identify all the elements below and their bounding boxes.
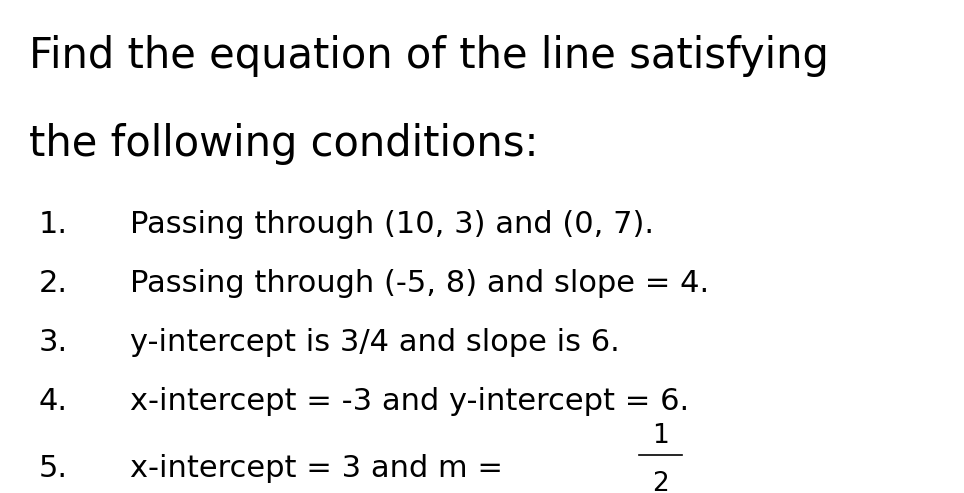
Text: Passing through (-5, 8) and slope = 4.: Passing through (-5, 8) and slope = 4. (130, 269, 710, 298)
Text: x-intercept = -3 and y-intercept = 6.: x-intercept = -3 and y-intercept = 6. (130, 387, 689, 416)
Text: 1.: 1. (39, 210, 67, 239)
Text: 1: 1 (652, 423, 669, 449)
Text: 2.: 2. (39, 269, 67, 298)
Text: 4.: 4. (39, 387, 67, 416)
Text: x-intercept = 3 and m =: x-intercept = 3 and m = (130, 454, 513, 483)
Text: y-intercept is 3/4 and slope is 6.: y-intercept is 3/4 and slope is 6. (130, 328, 620, 357)
Text: 3.: 3. (39, 328, 67, 357)
Text: 5.: 5. (39, 454, 67, 483)
Text: 2: 2 (652, 471, 669, 493)
Text: Find the equation of the line satisfying: Find the equation of the line satisfying (29, 35, 829, 76)
Text: the following conditions:: the following conditions: (29, 123, 539, 165)
Text: Passing through (10, 3) and (0, 7).: Passing through (10, 3) and (0, 7). (130, 210, 655, 239)
